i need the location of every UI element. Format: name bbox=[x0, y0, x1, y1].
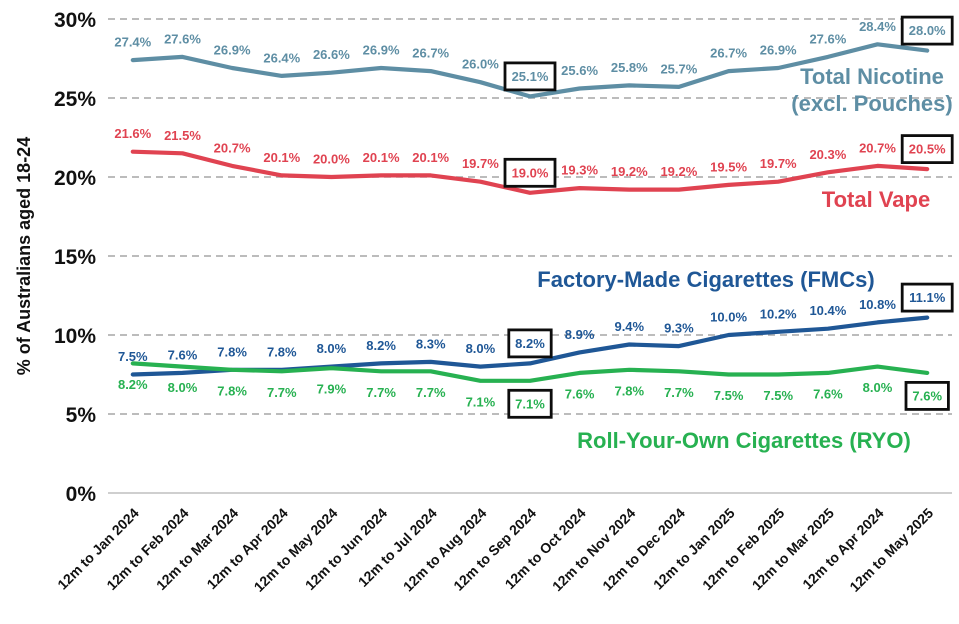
y-tick-label: 15% bbox=[54, 246, 96, 269]
y-tick-label: 0% bbox=[66, 483, 97, 506]
data-label-ryo: 7.5% bbox=[763, 388, 793, 403]
data-label-ryo: 7.6% bbox=[912, 388, 942, 403]
data-label-total-nicotine: 27.6% bbox=[809, 31, 846, 46]
data-label-box-fmc bbox=[900, 282, 954, 313]
data-label-fmc: 10.0% bbox=[710, 310, 747, 325]
data-label-total-vape: 20.1% bbox=[412, 150, 449, 165]
data-label-fmc: 11.1% bbox=[909, 290, 946, 305]
data-label-fmc: 7.8% bbox=[267, 344, 297, 359]
data-label-total-nicotine: 27.4% bbox=[114, 35, 151, 50]
data-label-total-nicotine: 26.7% bbox=[412, 46, 449, 61]
data-label-total-vape: 21.5% bbox=[164, 128, 201, 143]
y-tick-label: 20% bbox=[54, 167, 96, 190]
series-annotation-total-nicotine: (excl. Pouches) bbox=[791, 91, 952, 116]
data-label-ryo: 7.7% bbox=[416, 385, 446, 400]
data-label-total-vape: 20.7% bbox=[214, 140, 251, 155]
data-label-total-vape: 20.1% bbox=[363, 150, 400, 165]
data-label-fmc: 9.3% bbox=[664, 321, 694, 336]
data-label-total-vape: 20.0% bbox=[313, 152, 350, 167]
x-tick-label: 12m to May 2025 bbox=[846, 505, 936, 595]
series-line-total-vape bbox=[130, 149, 930, 195]
series-annotation-ryo: Roll-Your-Own Cigarettes (RYO) bbox=[577, 428, 911, 453]
data-label-ryo: 8.2% bbox=[118, 377, 148, 392]
y-tick-label: 25% bbox=[54, 88, 96, 111]
x-tick-label: 12m to Jan 2024 bbox=[54, 505, 142, 593]
data-label-fmc: 7.5% bbox=[118, 349, 148, 364]
data-label-fmc: 10.2% bbox=[760, 306, 797, 321]
y-tick-label: 30% bbox=[54, 9, 96, 32]
data-label-total-nicotine: 28.0% bbox=[909, 23, 946, 38]
data-label-total-nicotine: 26.4% bbox=[263, 50, 300, 65]
series-annotation-total-vape: Total Vape bbox=[822, 187, 930, 212]
data-label-ryo: 7.7% bbox=[664, 385, 694, 400]
y-axis-title: % of Australians aged 18-24 bbox=[14, 137, 34, 375]
data-label-ryo: 7.8% bbox=[217, 383, 247, 398]
data-label-fmc: 10.8% bbox=[859, 297, 896, 312]
data-label-ryo: 7.1% bbox=[466, 394, 496, 409]
data-label-total-vape: 20.1% bbox=[263, 150, 300, 165]
data-label-ryo: 7.6% bbox=[813, 386, 843, 401]
data-label-ryo: 7.7% bbox=[366, 385, 396, 400]
data-label-fmc: 8.0% bbox=[466, 341, 496, 356]
data-label-fmc: 7.8% bbox=[217, 344, 247, 359]
data-label-total-nicotine: 25.6% bbox=[561, 63, 598, 78]
data-label-box-fmc bbox=[507, 328, 553, 359]
data-label-total-vape: 19.0% bbox=[512, 165, 549, 180]
data-label-ryo: 7.9% bbox=[317, 382, 347, 397]
series-line-total-nicotine bbox=[130, 42, 930, 99]
data-label-total-vape: 20.7% bbox=[859, 140, 896, 155]
data-label-fmc: 8.0% bbox=[317, 341, 347, 356]
data-label-total-vape: 19.2% bbox=[611, 164, 648, 179]
data-label-total-vape: 19.7% bbox=[760, 156, 797, 171]
data-label-fmc: 8.3% bbox=[416, 336, 446, 351]
data-label-total-vape: 19.5% bbox=[710, 159, 747, 174]
data-label-fmc: 10.4% bbox=[809, 303, 846, 318]
y-tick-label: 10% bbox=[54, 325, 96, 348]
data-label-box-total-nicotine bbox=[503, 61, 557, 92]
data-label-total-vape: 19.3% bbox=[561, 163, 598, 178]
series-annotation-fmc: Factory-Made Cigarettes (FMCs) bbox=[537, 267, 874, 292]
data-label-total-vape: 20.3% bbox=[809, 147, 846, 162]
data-label-total-vape: 19.7% bbox=[462, 156, 499, 171]
data-label-total-nicotine: 26.9% bbox=[214, 43, 251, 58]
data-label-total-nicotine: 26.9% bbox=[760, 43, 797, 58]
data-label-ryo: 7.5% bbox=[714, 388, 744, 403]
data-label-box-ryo bbox=[507, 388, 553, 419]
data-label-ryo: 8.0% bbox=[863, 380, 893, 395]
data-label-total-nicotine: 26.0% bbox=[462, 57, 499, 72]
data-label-fmc: 8.2% bbox=[515, 336, 545, 351]
data-label-fmc: 9.4% bbox=[614, 319, 644, 334]
data-label-total-nicotine: 27.6% bbox=[164, 31, 201, 46]
x-tick-label: 12m to May 2024 bbox=[251, 505, 341, 595]
data-label-total-nicotine: 25.1% bbox=[512, 69, 549, 84]
data-label-total-vape: 21.6% bbox=[114, 126, 151, 141]
data-label-ryo: 7.1% bbox=[515, 396, 545, 411]
data-label-total-nicotine: 28.4% bbox=[859, 19, 896, 34]
x-tick-label: 12m to Nov 2024 bbox=[549, 505, 639, 595]
data-label-total-vape: 19.2% bbox=[660, 164, 697, 179]
data-label-box-total-vape bbox=[503, 157, 557, 188]
data-label-total-nicotine: 25.7% bbox=[660, 61, 697, 76]
x-tick-label: 12m to Aug 2024 bbox=[400, 505, 490, 595]
data-label-ryo: 7.7% bbox=[267, 385, 297, 400]
data-label-fmc: 7.6% bbox=[168, 347, 198, 362]
data-label-total-nicotine: 26.7% bbox=[710, 46, 747, 61]
data-label-box-total-vape bbox=[900, 134, 954, 165]
data-label-ryo: 7.6% bbox=[565, 386, 595, 401]
data-label-total-nicotine: 26.6% bbox=[313, 47, 350, 62]
data-label-ryo: 7.8% bbox=[614, 383, 644, 398]
data-label-fmc: 8.2% bbox=[366, 338, 396, 353]
series-annotation-total-nicotine: Total Nicotine bbox=[800, 64, 944, 89]
data-label-fmc: 8.9% bbox=[565, 327, 595, 342]
data-label-box-total-nicotine bbox=[900, 15, 954, 46]
y-tick-label: 5% bbox=[66, 404, 97, 427]
data-label-ryo: 8.0% bbox=[168, 380, 198, 395]
data-label-total-vape: 20.5% bbox=[909, 142, 946, 157]
data-label-total-nicotine: 25.8% bbox=[611, 60, 648, 75]
series-line-ryo bbox=[130, 361, 930, 383]
data-label-total-nicotine: 26.9% bbox=[363, 43, 400, 58]
data-label-box-ryo bbox=[904, 380, 950, 411]
